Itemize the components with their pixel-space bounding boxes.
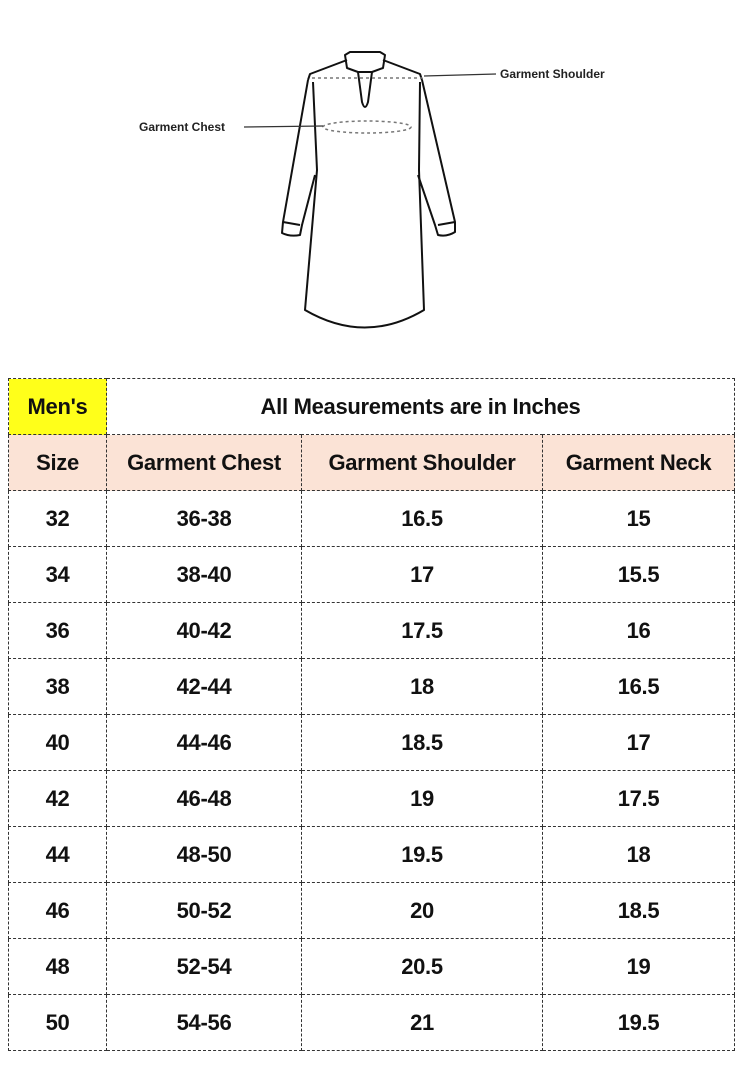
neck-cell: 17 [542, 714, 735, 771]
size-cell: 50 [8, 994, 107, 1051]
chest-cell: 38-40 [106, 546, 302, 603]
size-cell: 36 [8, 602, 107, 659]
shoulder-cell: 18 [301, 658, 543, 715]
neck-cell: 19 [542, 938, 735, 995]
units-title: All Measurements are in Inches [106, 378, 735, 435]
header-row: Size Garment Chest Garment Shoulder Garm… [8, 434, 735, 491]
chest-cell: 44-46 [106, 714, 302, 771]
kurta-drawing [243, 51, 497, 329]
neck-cell: 18.5 [542, 882, 735, 939]
chest-cell: 48-50 [106, 826, 302, 883]
size-cell: 38 [8, 658, 107, 715]
shoulder-cell: 18.5 [301, 714, 543, 771]
neck-cell: 15 [542, 490, 735, 547]
neck-cell: 15.5 [542, 546, 735, 603]
header-size: Size [8, 434, 107, 491]
table-row: 32 36-38 16.5 15 [8, 490, 735, 547]
title-row: Men's All Measurements are in Inches [8, 378, 735, 435]
chest-cell: 36-38 [106, 490, 302, 547]
garment-illustration: Garment Chest Garment Shoulder [0, 0, 746, 360]
shoulder-cell: 20.5 [301, 938, 543, 995]
size-cell: 32 [8, 490, 107, 547]
table-row: 34 38-40 17 15.5 [8, 546, 735, 603]
shoulder-cell: 21 [301, 994, 543, 1051]
size-cell: 34 [8, 546, 107, 603]
size-cell: 40 [8, 714, 107, 771]
shoulder-cell: 17.5 [301, 602, 543, 659]
table-row: 48 52-54 20.5 19 [8, 938, 735, 995]
table-row: 36 40-42 17.5 16 [8, 602, 735, 659]
chest-cell: 54-56 [106, 994, 302, 1051]
chest-cell: 52-54 [106, 938, 302, 995]
neck-cell: 17.5 [542, 770, 735, 827]
header-chest: Garment Chest [106, 434, 302, 491]
mens-label: Men's [8, 378, 107, 435]
header-neck: Garment Neck [542, 434, 735, 491]
size-cell: 44 [8, 826, 107, 883]
header-shoulder: Garment Shoulder [301, 434, 543, 491]
shoulder-cell: 19 [301, 770, 543, 827]
table-row: 38 42-44 18 16.5 [8, 658, 735, 715]
shoulder-cell: 20 [301, 882, 543, 939]
neck-cell: 16 [542, 602, 735, 659]
size-chart-table: Men's All Measurements are in Inches Siz… [8, 378, 735, 1051]
table-row: 40 44-46 18.5 17 [8, 714, 735, 771]
chest-label: Garment Chest [139, 120, 226, 134]
table-row: 46 50-52 20 18.5 [8, 882, 735, 939]
chest-cell: 42-44 [106, 658, 302, 715]
chest-cell: 40-42 [106, 602, 302, 659]
neck-cell: 19.5 [542, 994, 735, 1051]
shoulder-label: Garment Shoulder [500, 67, 605, 81]
size-cell: 48 [8, 938, 107, 995]
table-row: 42 46-48 19 17.5 [8, 770, 735, 827]
shoulder-cell: 16.5 [301, 490, 543, 547]
table-row: 50 54-56 21 19.5 [8, 994, 735, 1051]
shoulder-cell: 17 [301, 546, 543, 603]
size-cell: 46 [8, 882, 107, 939]
neck-cell: 18 [542, 826, 735, 883]
table-row: 44 48-50 19.5 18 [8, 826, 735, 883]
chest-cell: 50-52 [106, 882, 302, 939]
chest-cell: 46-48 [106, 770, 302, 827]
neck-cell: 16.5 [542, 658, 735, 715]
shoulder-cell: 19.5 [301, 826, 543, 883]
size-cell: 42 [8, 770, 107, 827]
